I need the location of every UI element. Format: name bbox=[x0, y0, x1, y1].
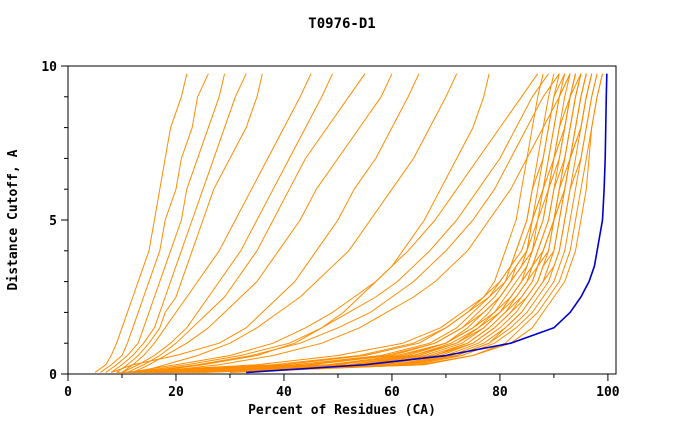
model-curve bbox=[159, 73, 582, 373]
model-curve bbox=[116, 73, 263, 373]
plot-content: 0 20 40 60 80 100 0 5 10 bbox=[41, 60, 619, 400]
x-tick-label: 40 bbox=[276, 385, 292, 400]
x-tick-label: 80 bbox=[492, 385, 508, 400]
model-curve bbox=[138, 73, 458, 373]
y-axis-label: Distance Cutoff, A bbox=[6, 149, 21, 290]
model-curve bbox=[138, 73, 571, 373]
model-curve bbox=[127, 73, 366, 373]
model-curve bbox=[121, 73, 544, 373]
model-curve bbox=[132, 73, 555, 373]
model-curve bbox=[170, 73, 593, 373]
model-curve bbox=[143, 73, 490, 373]
x-tick-label: 100 bbox=[596, 385, 620, 400]
model-curve bbox=[116, 73, 576, 373]
model-curve bbox=[121, 73, 334, 373]
model-curve bbox=[138, 73, 560, 373]
chart-title: T0976-D1 bbox=[308, 16, 375, 32]
x-tick-label: 20 bbox=[168, 385, 184, 400]
model-curve bbox=[197, 73, 598, 373]
x-tick-label: 0 bbox=[64, 385, 72, 400]
highlighted-model-curve bbox=[246, 73, 608, 374]
model-curve bbox=[132, 73, 393, 373]
model-curve bbox=[181, 73, 593, 373]
model-curve bbox=[202, 73, 603, 373]
model-curve bbox=[105, 73, 226, 373]
model-curve bbox=[121, 73, 582, 373]
model-curve bbox=[229, 73, 603, 373]
y-tick-label: 5 bbox=[49, 214, 57, 229]
model-curve bbox=[170, 73, 587, 373]
x-tick-label: 60 bbox=[384, 385, 400, 400]
model-curve bbox=[127, 73, 539, 373]
model-curve bbox=[175, 73, 582, 373]
model-curve bbox=[148, 73, 571, 373]
plot-frame bbox=[67, 65, 617, 375]
y-tick-label: 10 bbox=[41, 60, 57, 75]
model-curve bbox=[121, 73, 312, 373]
model-curve bbox=[132, 73, 549, 373]
model-curve bbox=[111, 73, 420, 373]
model-curve bbox=[110, 73, 247, 373]
y-tick-label: 0 bbox=[49, 368, 57, 383]
x-axis-label: Percent of Residues (CA) bbox=[248, 403, 436, 418]
model-curve bbox=[132, 73, 576, 373]
model-curve bbox=[94, 73, 188, 373]
model-curve bbox=[154, 73, 587, 373]
model-curve bbox=[100, 73, 209, 373]
model-curve bbox=[143, 73, 560, 373]
